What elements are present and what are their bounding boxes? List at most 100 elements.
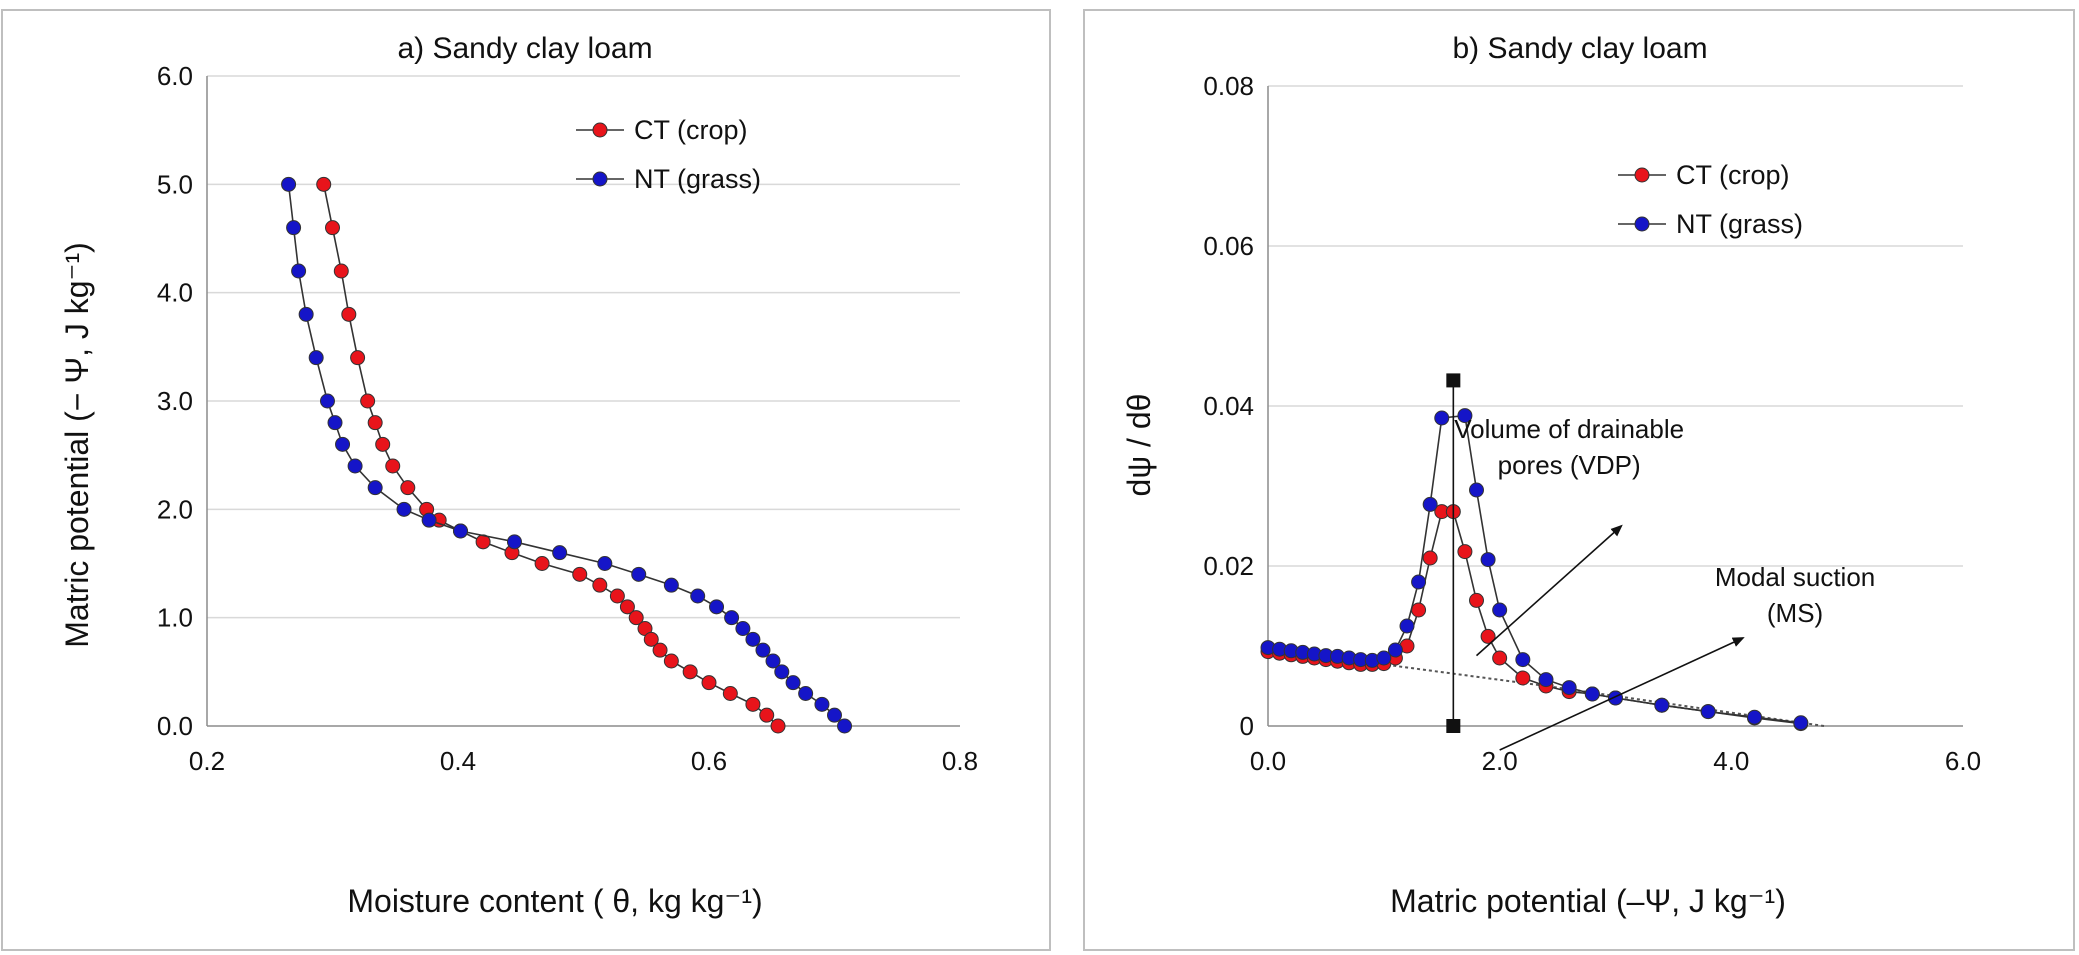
data-point-nt (663, 577, 679, 593)
data-point-ct (1457, 544, 1473, 560)
legend-marker-ct (1634, 167, 1650, 183)
panel-b-axes: 0 0.02 0.04 0.06 0.08 0.0 2.0 4.0 6.0 (1203, 71, 1981, 776)
panel-a: a) Sandy clay loam Matric potential (− Ψ… (1, 9, 1051, 951)
data-point-ct (367, 415, 383, 431)
panel-b-modal-suction-marker (1446, 373, 1461, 733)
panel-b-baseline (1267, 650, 1825, 727)
data-point-nt (1747, 709, 1762, 725)
data-point-nt (1376, 650, 1392, 666)
data-point-ct (643, 631, 659, 647)
data-point-nt (1515, 652, 1531, 668)
data-point-nt (367, 480, 383, 496)
data-point-nt (1469, 482, 1484, 498)
y-tick-label: 0.06 (1203, 231, 1254, 261)
x-tick-label: 2.0 (1482, 746, 1518, 776)
x-tick-label: 0.2 (189, 746, 225, 776)
y-tick-label: 4.0 (157, 278, 193, 308)
data-point-ct (745, 696, 761, 712)
data-point-nt (724, 610, 740, 626)
data-point-nt (827, 707, 842, 723)
data-point-nt (1480, 552, 1496, 568)
data-point-nt (735, 621, 751, 636)
data-point-ct (682, 664, 698, 680)
x-tick-label: 0.8 (942, 746, 978, 776)
data-point-nt (1457, 408, 1473, 424)
legend-marker-nt (1634, 216, 1650, 232)
data-point-nt (597, 556, 613, 571)
data-point-nt (837, 718, 853, 734)
legend-label-nt: NT (grass) (634, 164, 761, 194)
dashed-baseline (1267, 650, 1825, 727)
data-point-nt (1422, 496, 1438, 512)
data-point-ct (770, 718, 786, 734)
data-point-ct (1469, 592, 1484, 608)
panel-a-frame (1, 9, 1051, 951)
x-tick-label: 0.4 (440, 746, 476, 776)
panel-b-series (1260, 408, 1809, 732)
data-point-ct (534, 556, 550, 571)
y-tick-label: 5.0 (157, 169, 193, 199)
panel-a-title: a) Sandy clay loam (397, 32, 652, 65)
data-point-nt (1411, 574, 1427, 590)
data-point-nt (347, 458, 363, 474)
panel-b-frame (1083, 9, 2075, 951)
legend-marker-ct (592, 122, 608, 138)
data-point-nt (785, 675, 801, 691)
data-point-nt (1492, 602, 1508, 618)
x-tick-label: 0.0 (1250, 746, 1286, 776)
legend-label-ct: CT (crop) (634, 115, 748, 145)
data-point-ct (341, 306, 357, 322)
legend-marker-nt (592, 171, 608, 187)
data-point-nt (1434, 410, 1450, 426)
data-point-nt (298, 306, 314, 322)
x-tick-label: 0.6 (691, 746, 727, 776)
data-point-ct (619, 599, 635, 615)
x-tick-label: 4.0 (1713, 746, 1749, 776)
panel-a-ylabel: Matric potential (− Ψ, J kg⁻¹) (59, 242, 95, 648)
data-point-nt (308, 350, 324, 366)
data-point-nt (281, 176, 297, 192)
data-point-nt (798, 686, 814, 701)
data-point-nt (631, 566, 647, 582)
data-point-ct (722, 686, 738, 701)
x-tick-label: 6.0 (1945, 746, 1981, 776)
data-point-ct (663, 653, 679, 669)
data-point-ct (652, 642, 668, 658)
y-tick-label: 0 (1240, 711, 1254, 741)
y-tick-label: 3.0 (157, 386, 193, 416)
data-point-nt (1387, 642, 1403, 658)
data-point-nt (774, 664, 790, 680)
data-point-ct (759, 707, 775, 723)
annotation-arrow (1499, 637, 1745, 751)
data-point-ct (1422, 550, 1438, 566)
data-point-ct (1411, 602, 1427, 618)
data-point-nt (690, 588, 706, 604)
annotation-text: pores (VDP) (1498, 450, 1641, 480)
data-point-ct (375, 436, 391, 452)
data-point-nt (1654, 697, 1670, 713)
data-point-ct (325, 220, 340, 236)
data-point-ct (592, 577, 608, 593)
panel-b-ylabel: dψ / dθ (1121, 394, 1157, 497)
legend-label-ct: CT (crop) (1676, 160, 1790, 190)
data-point-nt (745, 631, 761, 647)
data-point-ct (350, 350, 366, 366)
data-point-nt (396, 501, 412, 517)
panel-b-annotations: Volume of drainable pores (VDP) Modal suct… (1454, 414, 1875, 751)
data-point-ct (1515, 670, 1531, 686)
data-point-ct (360, 393, 376, 409)
data-point-nt (765, 653, 781, 669)
data-point-nt (506, 534, 522, 550)
data-point-nt (1538, 672, 1554, 688)
annotation-text: Volume of drainable (1454, 414, 1684, 444)
data-point-ct (572, 566, 588, 582)
data-point-ct (701, 675, 717, 691)
y-tick-label: 0.08 (1203, 71, 1254, 101)
panel-b-gridlines (1268, 85, 1963, 567)
panel-a-axes: 0.0 1.0 2.0 3.0 4.0 5.0 6.0 0.2 0.4 0.6 0.8 (157, 61, 978, 776)
data-point-ct (316, 176, 332, 192)
data-point-ct (628, 610, 644, 626)
panel-b: b) Sandy clay loam dψ / dθ Matric potent… (1083, 9, 2075, 951)
data-point-nt (335, 436, 351, 452)
annotation-text: Modal suction (1715, 562, 1875, 592)
